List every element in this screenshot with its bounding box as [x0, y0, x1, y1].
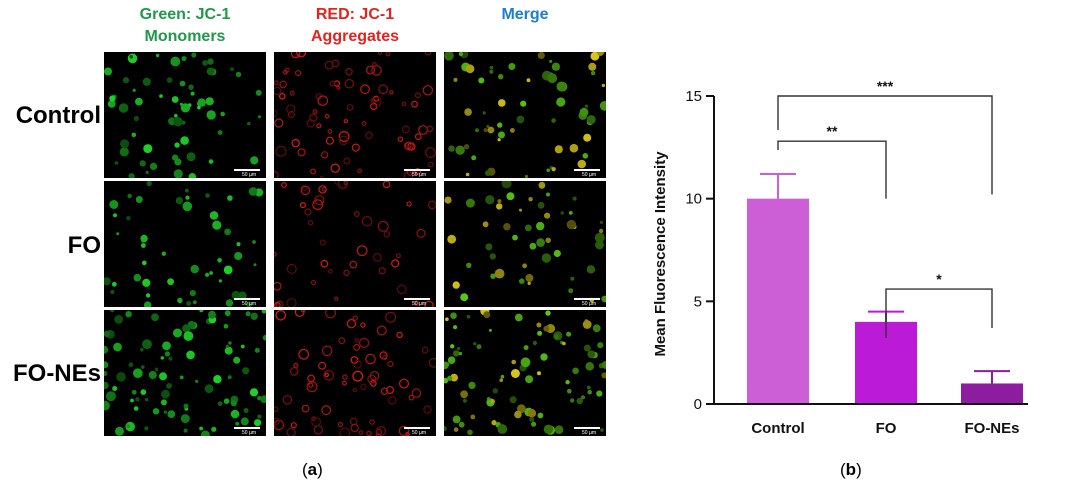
micrograph-fo-red: 50 µm [274, 181, 436, 307]
y-tick-label-5: 5 [694, 293, 702, 310]
scale-bar [574, 427, 600, 429]
col-header-merge: Merge [440, 4, 610, 26]
significance-label-3: * [936, 271, 942, 287]
panel-label-b: (b) [840, 460, 862, 480]
bar-fo [855, 321, 917, 404]
panel-label-a-letter: a [307, 460, 318, 479]
scale-bar-label: 50 µm [412, 430, 426, 436]
panel-label-b-open: ( [840, 460, 846, 479]
significance-bracket-2 [777, 140, 887, 199]
scale-bar-label: 50 µm [412, 301, 426, 307]
y-axis-label: Mean Fluorescence Intensity [652, 151, 669, 357]
col-header-red: RED: JC-1 Aggregates [270, 4, 440, 48]
x-tick-label-fo-nes: FO-NEs [964, 420, 1019, 437]
scale-bar-label: 50 µm [412, 172, 426, 178]
scale-bar-label: 50 µm [242, 301, 256, 307]
scale-bar-label: 50 µm [582, 172, 596, 178]
col-header-red-line2: Aggregates [310, 28, 400, 45]
col-header-green-line2: Monomers [144, 28, 226, 45]
significance-bracket-1 [777, 95, 993, 195]
scale-bar [234, 169, 260, 171]
scale-bar [574, 169, 600, 171]
col-header-merge-line2: Merge [501, 6, 549, 23]
scale-bar [404, 298, 430, 300]
bar-control [747, 198, 809, 404]
y-tick-label-15: 15 [685, 88, 702, 105]
panel-label-a-close: ) [317, 460, 323, 479]
bar-fo-nes [961, 383, 1023, 404]
micrograph-fo-nes-merge: 50 µm [444, 310, 606, 436]
scale-bar-label: 50 µm [582, 301, 596, 307]
micrograph-fo-green: 50 µm [104, 181, 266, 307]
micrograph-control-green: 50 µm [104, 52, 266, 178]
x-tick-label-fo: FO [876, 420, 897, 437]
micrograph-fo-nes-green: 50 µm [104, 310, 266, 436]
row-label-fo: FO [67, 232, 101, 259]
significance-bracket-3 [885, 288, 993, 338]
scale-bar [234, 427, 260, 429]
panel-label-a: (a) [302, 460, 323, 480]
micrograph-fo-merge: 50 µm [444, 181, 606, 307]
scale-bar [234, 298, 260, 300]
y-tick-label-0: 0 [694, 396, 702, 413]
scale-bar-label: 50 µm [582, 430, 596, 436]
panel-label-b-letter: b [845, 460, 857, 479]
col-header-green: Green: JC-1 Monomers [100, 4, 270, 48]
row-label-fo-nes: FO-NEs [12, 360, 101, 387]
col-header-green-line1: Green: JC-1 [139, 6, 231, 23]
scale-bar-label: 50 µm [242, 172, 256, 178]
scale-bar [404, 169, 430, 171]
panel-label-b-close: ) [856, 460, 862, 479]
micrograph-fo-nes-red: 50 µm [274, 310, 436, 436]
x-tick-label-control: Control [751, 420, 804, 437]
micrograph-control-merge: 50 µm [444, 52, 606, 178]
scale-bar [574, 298, 600, 300]
significance-label-1: *** [877, 78, 894, 94]
significance-label-2: ** [827, 123, 838, 139]
scale-bar [404, 427, 430, 429]
panel-label-a-open: ( [302, 460, 308, 479]
col-header-red-line1: RED: JC-1 [315, 6, 395, 23]
micrograph-control-red: 50 µm [274, 52, 436, 178]
y-tick-label-10: 10 [685, 191, 702, 208]
scale-bar-label: 50 µm [242, 430, 256, 436]
row-label-control: Control [15, 102, 101, 129]
